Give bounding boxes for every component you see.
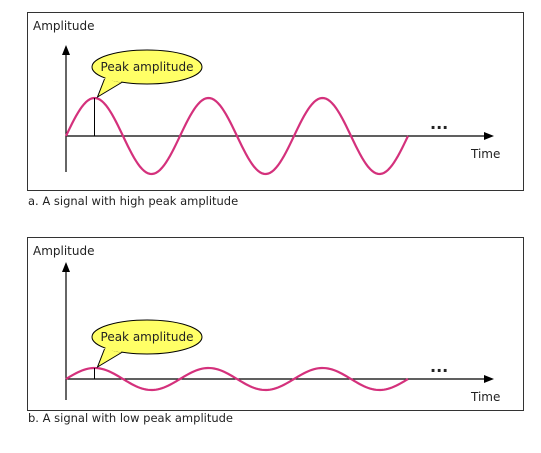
caption: b. A signal with low peak amplitude [28, 411, 233, 425]
callout-label: Peak amplitude [101, 330, 194, 344]
callout-bubble [96, 348, 123, 369]
callout-tail-fill [105, 76, 122, 83]
callout-bubble [96, 78, 123, 99]
y-axis-label: Amplitude [33, 244, 95, 258]
y-arrow [62, 262, 70, 272]
y-arrow [62, 45, 70, 55]
callout-bubble [91, 49, 203, 85]
callout-bubble [91, 319, 203, 355]
caption: a. A signal with high peak amplitude [28, 194, 238, 208]
x-axis-label: Time [470, 390, 500, 404]
x-arrow [484, 375, 494, 383]
y-axis-label: Amplitude [33, 19, 95, 33]
callout-label: Peak amplitude [101, 60, 194, 74]
x-axis-label: Time [470, 147, 500, 161]
panel-frame [27, 237, 524, 411]
callout-tail-fill [105, 346, 122, 353]
signal-wave [65, 366, 409, 392]
ellipsis: ... [430, 357, 448, 376]
panel-frame [27, 12, 524, 191]
x-arrow [484, 132, 494, 140]
signal-wave [65, 96, 409, 176]
ellipsis: ... [430, 114, 448, 133]
